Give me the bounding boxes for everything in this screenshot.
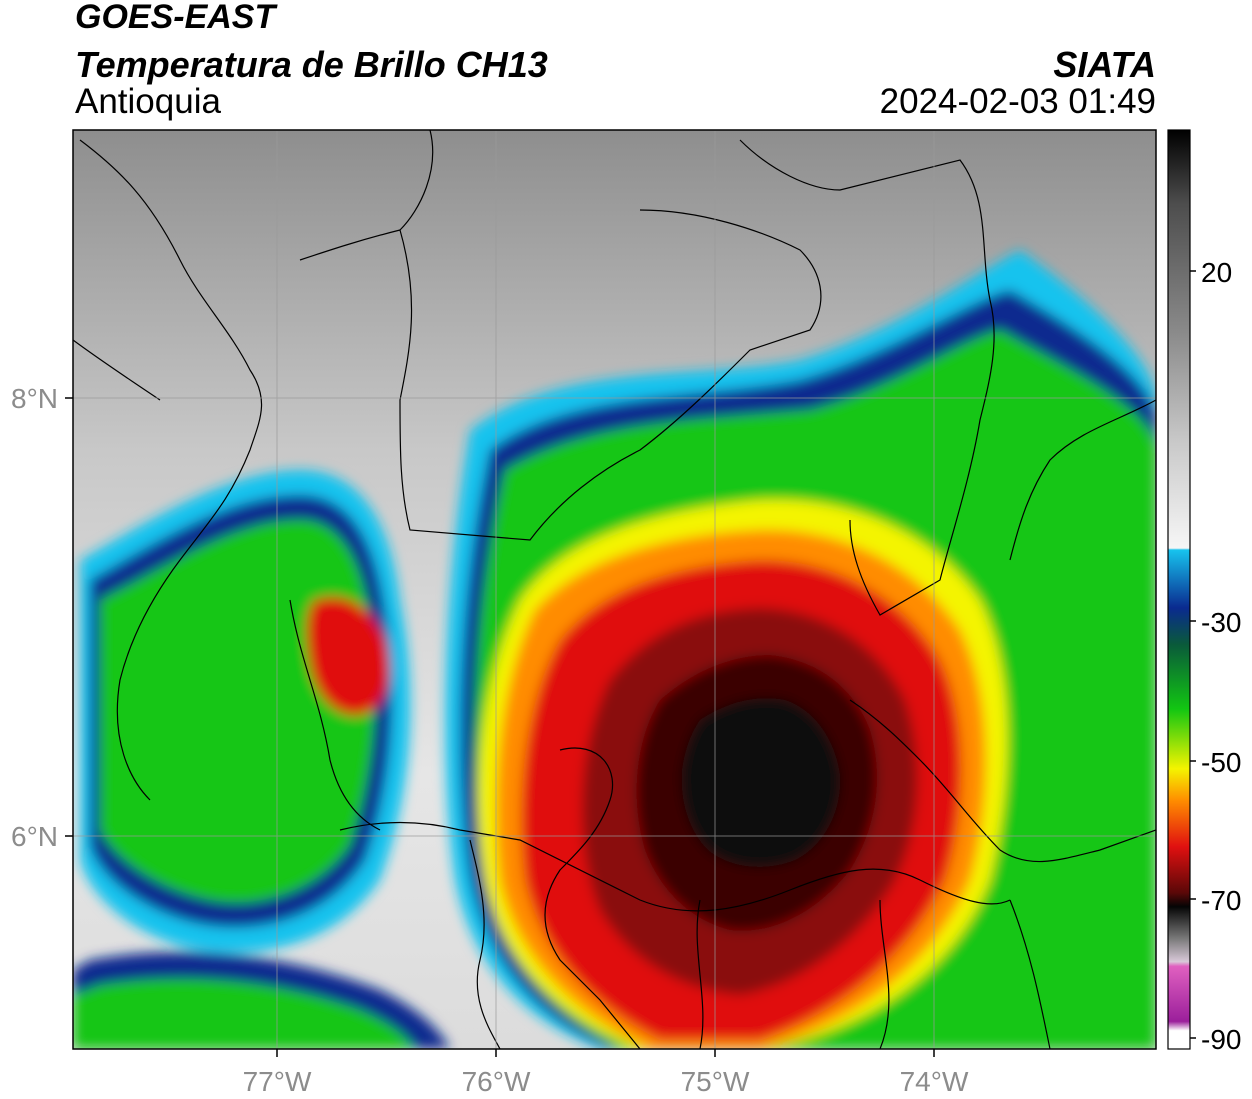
satellite-title: GOES-EAST [75, 0, 276, 36]
lon-tick-76w: 76°W [462, 1066, 531, 1097]
colorbar-tick-minus50: -50 [1201, 747, 1241, 778]
map-gridlines [73, 130, 1156, 1049]
colorbar: 20 -30 -50 -70 -90 [1167, 129, 1241, 1055]
colorbar-tick-minus70: -70 [1201, 885, 1241, 916]
lat-tick-6n: 6°N [11, 821, 58, 852]
political-borders [73, 130, 1156, 1049]
colorbar-tick-20: 20 [1201, 257, 1232, 288]
lon-tick-74w: 74°W [900, 1066, 969, 1097]
datetime-label: 2024-02-03 01:49 [879, 82, 1156, 121]
colorbar-tick-minus30: -30 [1201, 607, 1241, 638]
map-frame [72, 129, 1157, 1050]
lat-tick-8n: 8°N [11, 383, 58, 414]
lon-tick-75w: 75°W [681, 1066, 750, 1097]
colorbar-tick-minus90: -90 [1201, 1024, 1241, 1055]
region-label: Antioquia [75, 82, 221, 121]
brightness-temperature-field [73, 130, 1156, 1049]
product-title: Temperatura de Brillo CH13 [75, 44, 548, 85]
colorbar-gradient [1168, 130, 1190, 1049]
lon-tick-77w: 77°W [243, 1066, 312, 1097]
organization-label: SIATA [1053, 44, 1156, 85]
